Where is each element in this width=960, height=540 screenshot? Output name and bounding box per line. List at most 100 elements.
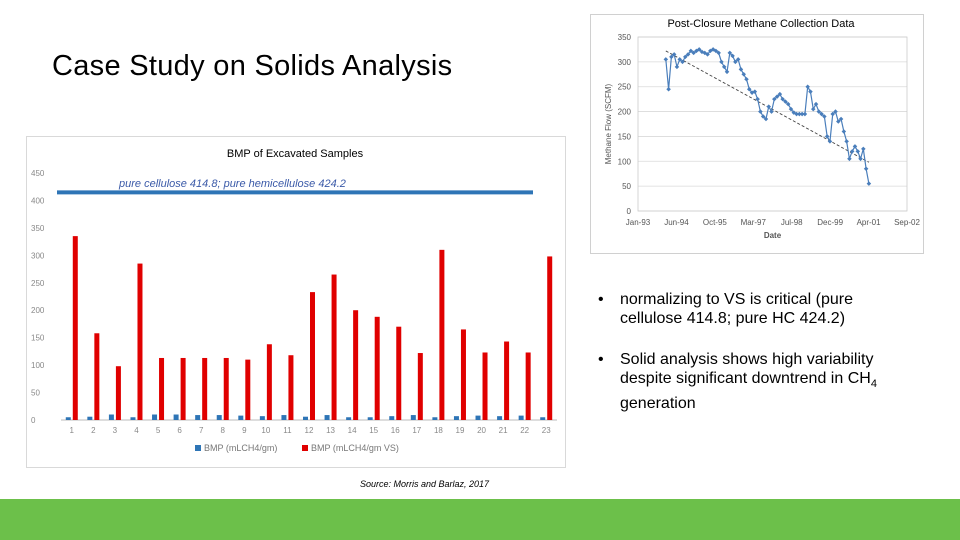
legend-swatch-gm xyxy=(195,445,201,451)
methane-data-point xyxy=(805,84,810,89)
bmp-x-tick-label: 8 xyxy=(221,426,226,435)
methane-data-point xyxy=(680,59,685,65)
bmp-bar-vs xyxy=(180,357,186,420)
bmp-x-tick-label: 9 xyxy=(242,426,247,435)
bmp-y-tick-label: 0 xyxy=(31,416,36,425)
methane-data-point xyxy=(808,89,813,94)
methane-data-point xyxy=(760,114,766,119)
methane-data-point xyxy=(763,116,769,122)
bullet-dot: • xyxy=(598,291,604,308)
methane-data-point xyxy=(849,149,855,154)
bmp-y-tick-label: 50 xyxy=(31,389,40,398)
methane-data-point xyxy=(830,111,835,117)
bmp-bar-gm xyxy=(216,415,222,420)
bullet-item-2: • Solid analysis shows high variability … xyxy=(598,350,918,413)
methane-data-point xyxy=(744,76,749,82)
bmp-bar-chart: BMP of Excavated Samples pure cellulose … xyxy=(26,136,566,468)
legend-swatch-vs xyxy=(302,445,308,451)
methane-data-point xyxy=(833,109,838,114)
methane-data-point xyxy=(769,109,774,114)
bmp-bar-vs xyxy=(94,333,100,420)
methane-data-point xyxy=(752,89,758,94)
methane-data-point xyxy=(716,50,721,56)
bullet-item-1: • normalizing to VS is critical (pure ce… xyxy=(598,290,918,328)
methane-data-point xyxy=(663,57,669,62)
bmp-bar-gm xyxy=(259,416,265,420)
bmp-y-tick-label: 200 xyxy=(31,306,45,315)
bmp-bar-vs xyxy=(525,352,531,420)
bmp-x-tick-label: 1 xyxy=(70,426,75,435)
methane-data-point xyxy=(674,64,680,70)
methane-data-point xyxy=(666,86,671,92)
bmp-bar-gm xyxy=(152,414,158,420)
methane-y-tick-label: 50 xyxy=(622,182,631,191)
legend-label-vs: BMP (mLCH4/gm VS) xyxy=(311,443,399,453)
bmp-bar-gm xyxy=(173,414,179,420)
methane-data-point xyxy=(794,111,799,117)
methane-x-tick-label: Mar-97 xyxy=(741,218,767,227)
bmp-bar-vs xyxy=(547,256,553,420)
bmp-bar-vs xyxy=(482,352,488,420)
methane-data-point xyxy=(777,91,783,97)
methane-data-point xyxy=(696,47,702,52)
bmp-x-tick-label: 7 xyxy=(199,426,204,435)
bmp-bar-vs xyxy=(310,292,315,420)
methane-x-tick-label: Oct-95 xyxy=(703,218,728,227)
methane-plot-border xyxy=(637,36,908,212)
methane-data-point xyxy=(841,129,847,134)
methane-data-point xyxy=(822,114,827,119)
methane-y-tick-label: 250 xyxy=(618,83,632,92)
methane-data-point xyxy=(688,48,694,54)
methane-data-point xyxy=(683,54,688,60)
bmp-bar-vs xyxy=(439,249,445,420)
bmp-x-tick-label: 21 xyxy=(499,426,508,435)
methane-y-axis-label: Methane Flow (SCFM) xyxy=(604,83,613,164)
bmp-annotation: pure cellulose 414.8; pure hemicellulose… xyxy=(118,178,346,190)
methane-y-tick-label: 350 xyxy=(618,33,632,42)
methane-data-point xyxy=(852,144,858,149)
methane-data-point xyxy=(844,139,849,144)
bmp-y-tick-label: 150 xyxy=(31,334,45,343)
bmp-x-tick-label: 13 xyxy=(326,426,335,435)
bmp-bar-vs xyxy=(417,353,423,420)
bmp-bar-gm xyxy=(389,416,395,420)
slide-title: Case Study on Solids Analysis xyxy=(52,50,453,82)
methane-data-point xyxy=(847,156,852,162)
methane-data-point xyxy=(799,111,805,117)
methane-x-tick-label: Sep-02 xyxy=(894,218,920,227)
legend-label-gm: BMP (mLCH4/gm) xyxy=(204,443,277,453)
bmp-bar-vs xyxy=(374,316,380,420)
bmp-x-tick-label: 16 xyxy=(391,426,400,435)
bullet-text-1: normalizing to VS is critical (pure cell… xyxy=(620,291,853,327)
methane-x-tick-label: Jun-94 xyxy=(664,218,689,227)
methane-data-point xyxy=(721,64,727,70)
bmp-y-tick-label: 400 xyxy=(31,196,45,205)
bmp-y-tick-label: 350 xyxy=(31,224,45,233)
methane-data-point xyxy=(858,156,863,162)
bullet-dot: • xyxy=(598,351,604,368)
bmp-bar-gm xyxy=(108,414,114,420)
bmp-bar-vs xyxy=(331,274,337,420)
methane-data-point xyxy=(724,69,730,75)
methane-data-point xyxy=(774,94,780,99)
methane-data-point xyxy=(824,134,830,139)
bmp-x-tick-label: 4 xyxy=(134,426,139,435)
bmp-x-tick-label: 15 xyxy=(369,426,378,435)
methane-chart-title: Post-Closure Methane Collection Data xyxy=(667,18,855,30)
methane-data-point xyxy=(685,52,691,57)
methane-data-point xyxy=(669,54,674,60)
bmp-y-tick-label: 300 xyxy=(31,251,45,260)
bmp-x-tick-label: 2 xyxy=(91,426,96,435)
methane-data-point xyxy=(671,52,677,57)
bmp-bar-gm xyxy=(432,417,438,420)
bmp-x-tick-label: 22 xyxy=(520,426,529,435)
bmp-y-tick-label: 450 xyxy=(31,169,45,178)
methane-data-point xyxy=(836,119,841,124)
bmp-bar-gm xyxy=(195,415,201,420)
bmp-bar-gm xyxy=(518,415,524,420)
bmp-y-tick-label: 100 xyxy=(31,361,45,370)
methane-data-point xyxy=(766,104,772,109)
bmp-x-tick-label: 12 xyxy=(305,426,314,435)
source-citation: Source: Morris and Barlaz, 2017 xyxy=(360,479,490,489)
methane-data-point xyxy=(677,57,682,62)
